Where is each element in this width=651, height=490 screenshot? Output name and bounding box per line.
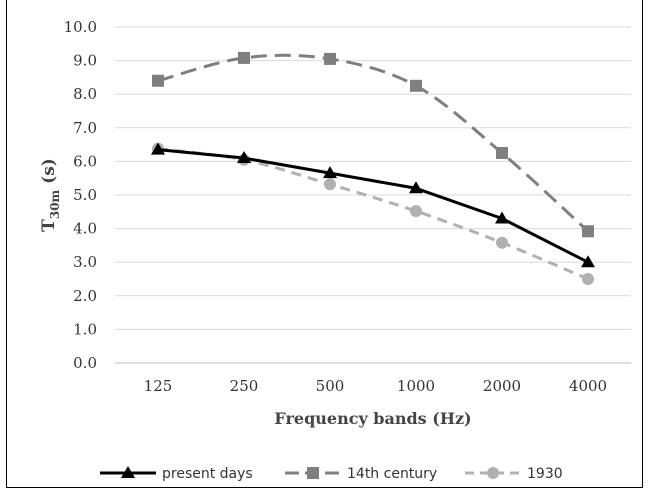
data-point <box>151 142 165 155</box>
legend-label: 14th century <box>347 466 437 482</box>
data-point <box>410 205 422 218</box>
legend-item: 1930 <box>465 466 563 482</box>
series-14th-century <box>152 51 594 238</box>
data-point <box>496 236 508 249</box>
legend-marker <box>121 466 135 478</box>
x-tick-label: 125 <box>144 377 173 395</box>
data-point <box>582 225 594 238</box>
y-axis-label: T30m (s) <box>39 158 62 232</box>
x-tick-label: 4000 <box>569 377 607 395</box>
y-tick-label: 8.0 <box>73 85 97 103</box>
y-tick-label: 2.0 <box>73 287 97 305</box>
y-tick-label: 3.0 <box>73 253 97 271</box>
series-line <box>157 53 590 233</box>
y-tick-label: 6.0 <box>73 152 97 170</box>
data-point <box>324 178 336 191</box>
y-tick-label: 5.0 <box>73 186 97 204</box>
x-tick-label: 500 <box>316 377 345 395</box>
series-1930 <box>152 142 594 285</box>
legend-label: 1930 <box>527 466 563 482</box>
legend: present days 14th century 1930 <box>100 466 563 482</box>
data-point <box>581 255 595 268</box>
data-point <box>496 147 508 159</box>
legend-marker <box>487 467 499 479</box>
x-tick-label: 1000 <box>397 377 435 395</box>
legend-marker <box>307 467 319 479</box>
series-present-days <box>151 142 595 268</box>
data-point <box>323 166 337 179</box>
legend-label: present days <box>162 466 253 482</box>
data-point <box>238 51 250 64</box>
x-axis-label: Frequency bands (Hz) <box>274 409 471 428</box>
data-point <box>409 181 423 194</box>
y-tick-label: 4.0 <box>73 220 97 238</box>
legend-item: present days <box>100 466 253 482</box>
y-tick-label: 9.0 <box>73 52 97 70</box>
series-line <box>157 147 589 281</box>
data-point <box>152 74 164 87</box>
data-point <box>237 151 251 164</box>
y-tick-label: 1.0 <box>73 320 97 338</box>
y-tick-label: 10.0 <box>64 18 97 36</box>
data-point <box>324 52 336 65</box>
chart-frame <box>6 0 643 488</box>
y-tick-label: 7.0 <box>73 119 97 137</box>
y-tick-label: 0.0 <box>73 354 97 372</box>
legend-item: 14th century <box>285 466 437 482</box>
series-line <box>157 148 589 264</box>
data-point <box>582 273 594 285</box>
x-tick-label: 250 <box>230 377 259 395</box>
x-tick-label: 2000 <box>483 377 521 395</box>
data-point <box>495 211 509 224</box>
data-point <box>410 79 422 92</box>
